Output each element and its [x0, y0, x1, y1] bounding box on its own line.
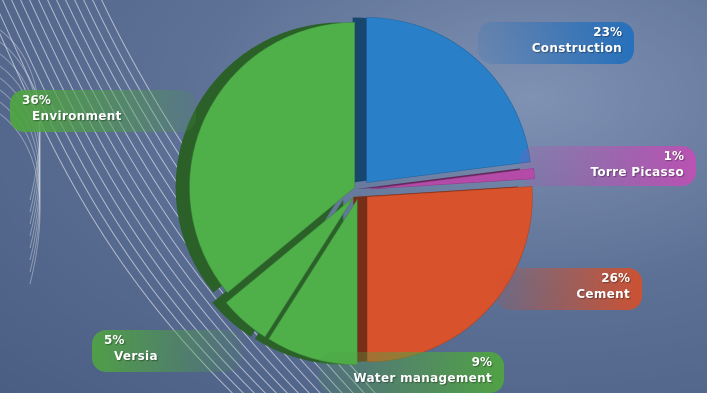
pct-cement: 26% [601, 271, 630, 285]
name-construction: Construction [531, 41, 622, 55]
name-cement: Cement [576, 287, 630, 301]
pct-water-management: 9% [471, 355, 492, 369]
label-torre-picasso: 1% Torre Picasso [520, 146, 696, 186]
name-environment: Environment [32, 109, 122, 123]
pie-slice-environment [189, 22, 355, 294]
pie-slice-versia [225, 197, 354, 338]
name-water-management: Water management [353, 371, 492, 385]
label-environment: 36% Environment [10, 90, 196, 132]
background-wave-line [47, 0, 310, 393]
pie-slice-side [355, 168, 521, 190]
pct-torre-picasso: 1% [663, 149, 684, 163]
background-wave-line [0, 77, 41, 249]
label-water-management: 9% Water management [318, 352, 504, 393]
name-torre-picasso: Torre Picasso [590, 165, 684, 179]
name-versia: Versia [114, 349, 158, 363]
label-construction: 23% Construction [478, 22, 634, 64]
label-versia: 5% Versia [92, 330, 242, 372]
background-wave-line [29, 0, 288, 393]
label-cement: 26% Cement [496, 268, 642, 310]
pct-construction: 23% [593, 25, 622, 39]
pie-slice-construction [366, 17, 531, 183]
pct-environment: 36% [22, 93, 51, 107]
pct-versia: 5% [104, 333, 125, 347]
background-wave-line [38, 0, 299, 393]
background-wave-line [0, 65, 41, 237]
